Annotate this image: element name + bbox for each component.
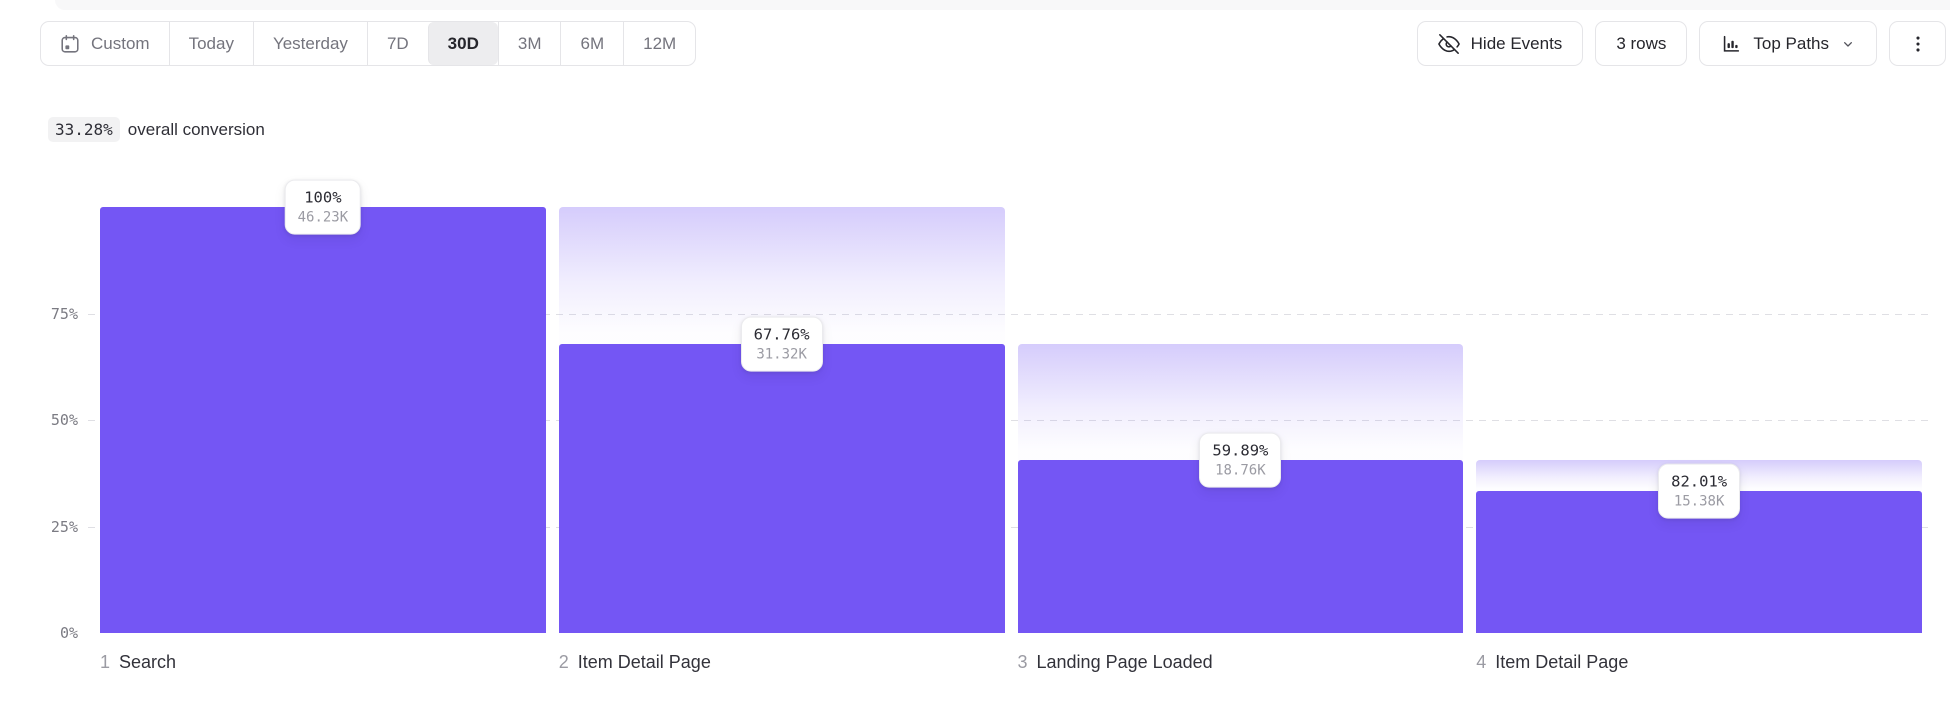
top-paths-button[interactable]: Top Paths (1699, 21, 1877, 66)
y-axis-tick: 25% (50, 517, 78, 536)
step-name: Item Detail Page (1495, 652, 1629, 672)
step-conversion-pct: 82.01% (1671, 472, 1728, 491)
overall-conversion: 33.28% overall conversion (48, 117, 265, 142)
funnel-column[interactable]: 67.76% 31.32K (558, 207, 1005, 633)
chevron-down-icon (1844, 41, 1852, 47)
date-range-yesterday[interactable]: Yesterday (252, 22, 367, 65)
calendar-icon (59, 33, 81, 55)
conversion-badge: 82.01% 15.38K (1658, 463, 1741, 519)
funnel-column[interactable]: 59.89% 18.76K (1017, 207, 1464, 633)
date-range-today[interactable]: Today (168, 22, 253, 65)
gridlines (88, 207, 1934, 633)
funnel-bar[interactable] (100, 207, 546, 633)
date-range-12m[interactable]: 12M (623, 22, 695, 65)
date-range-label: 12M (643, 33, 677, 53)
step-label: 2 Item Detail Page (559, 652, 1005, 673)
rows-button[interactable]: 3 rows (1595, 21, 1688, 66)
overall-conversion-value: 33.28% (48, 117, 120, 142)
funnel-column[interactable]: 100% 46.23K (100, 179, 546, 633)
date-range-30d[interactable]: 30D (427, 22, 498, 65)
bar-chart-icon (1724, 35, 1740, 52)
conversion-badge: 100% 46.23K (284, 179, 362, 235)
hide-events-label: Hide Events (1470, 33, 1563, 53)
eye-off-icon (1437, 33, 1460, 54)
step-number: 3 (1017, 652, 1028, 672)
date-range-label: Today (188, 33, 234, 53)
step-count: 31.32K (756, 346, 807, 363)
date-range-3m[interactable]: 3M (497, 22, 561, 65)
date-range-label: 30D (447, 33, 479, 53)
step-label: 3 Landing Page Loaded (1018, 652, 1464, 673)
gridline (88, 313, 1934, 315)
date-range-7d[interactable]: 7D (366, 22, 428, 65)
y-axis: 75% 50% 25% 0% (0, 207, 78, 643)
top-paths-label: Top Paths (1753, 33, 1829, 53)
gridline (88, 526, 1934, 528)
y-axis-tick: 0% (59, 624, 78, 642)
plot-area: 100% 46.23K 67.76% 31.32K 59.89% 18.76K … (100, 179, 1922, 633)
date-range-6m[interactable]: 6M (560, 22, 623, 65)
date-range-custom[interactable]: Custom (41, 22, 169, 65)
date-range-label: 7D (386, 33, 409, 53)
step-count: 15.38K (1673, 493, 1725, 510)
date-range-label: Yesterday (272, 33, 348, 53)
funnel-bar[interactable] (558, 344, 1005, 633)
step-count: 46.23K (297, 209, 349, 226)
step-conversion-pct: 100% (304, 188, 342, 207)
date-range-label: Custom (91, 33, 150, 53)
step-name: Landing Page Loaded (1036, 652, 1213, 672)
step-label: 4 Item Detail Page (1476, 652, 1922, 673)
funnel-bar[interactable] (1017, 460, 1464, 633)
step-number: 4 (1476, 652, 1487, 672)
gridline (88, 420, 1934, 421)
conversion-badge: 59.89% 18.76K (1199, 432, 1282, 488)
y-axis-tick: 75% (50, 304, 78, 323)
top-panel-edge (55, 0, 1950, 10)
funnel-column[interactable]: 82.01% 15.38K (1476, 207, 1922, 633)
hide-events-button[interactable]: Hide Events (1416, 21, 1584, 66)
date-range-label: 3M (517, 33, 542, 53)
step-count: 18.76K (1215, 462, 1266, 479)
y-axis-tick: 50% (50, 411, 78, 429)
date-range-control: Custom Today Yesterday 7D 30D 3M 6M 12M (40, 21, 697, 66)
step-name: Search (119, 652, 177, 672)
step-label: 1 Search (100, 652, 546, 673)
date-range-label: 6M (580, 33, 605, 53)
kebab-menu-icon (1915, 35, 1920, 52)
overall-conversion-label: overall conversion (127, 119, 265, 139)
more-options-button[interactable] (1889, 21, 1946, 66)
step-conversion-pct: 59.89% (1212, 441, 1269, 460)
conversion-badge: 67.76% 31.32K (740, 316, 823, 372)
step-number: 2 (558, 652, 569, 672)
toolbar: Custom Today Yesterday 7D 30D 3M 6M 12M (0, 21, 1950, 66)
step-number: 1 (100, 652, 111, 672)
step-conversion-pct: 67.76% (753, 325, 810, 344)
rows-label: 3 rows (1616, 33, 1667, 53)
step-name: Item Detail Page (577, 652, 711, 672)
toolbar-right: Hide Events 3 rows Top Paths (1416, 21, 1946, 66)
x-axis: 1 Search 2 Item Detail Page 3 Landing Pa… (100, 652, 1922, 673)
